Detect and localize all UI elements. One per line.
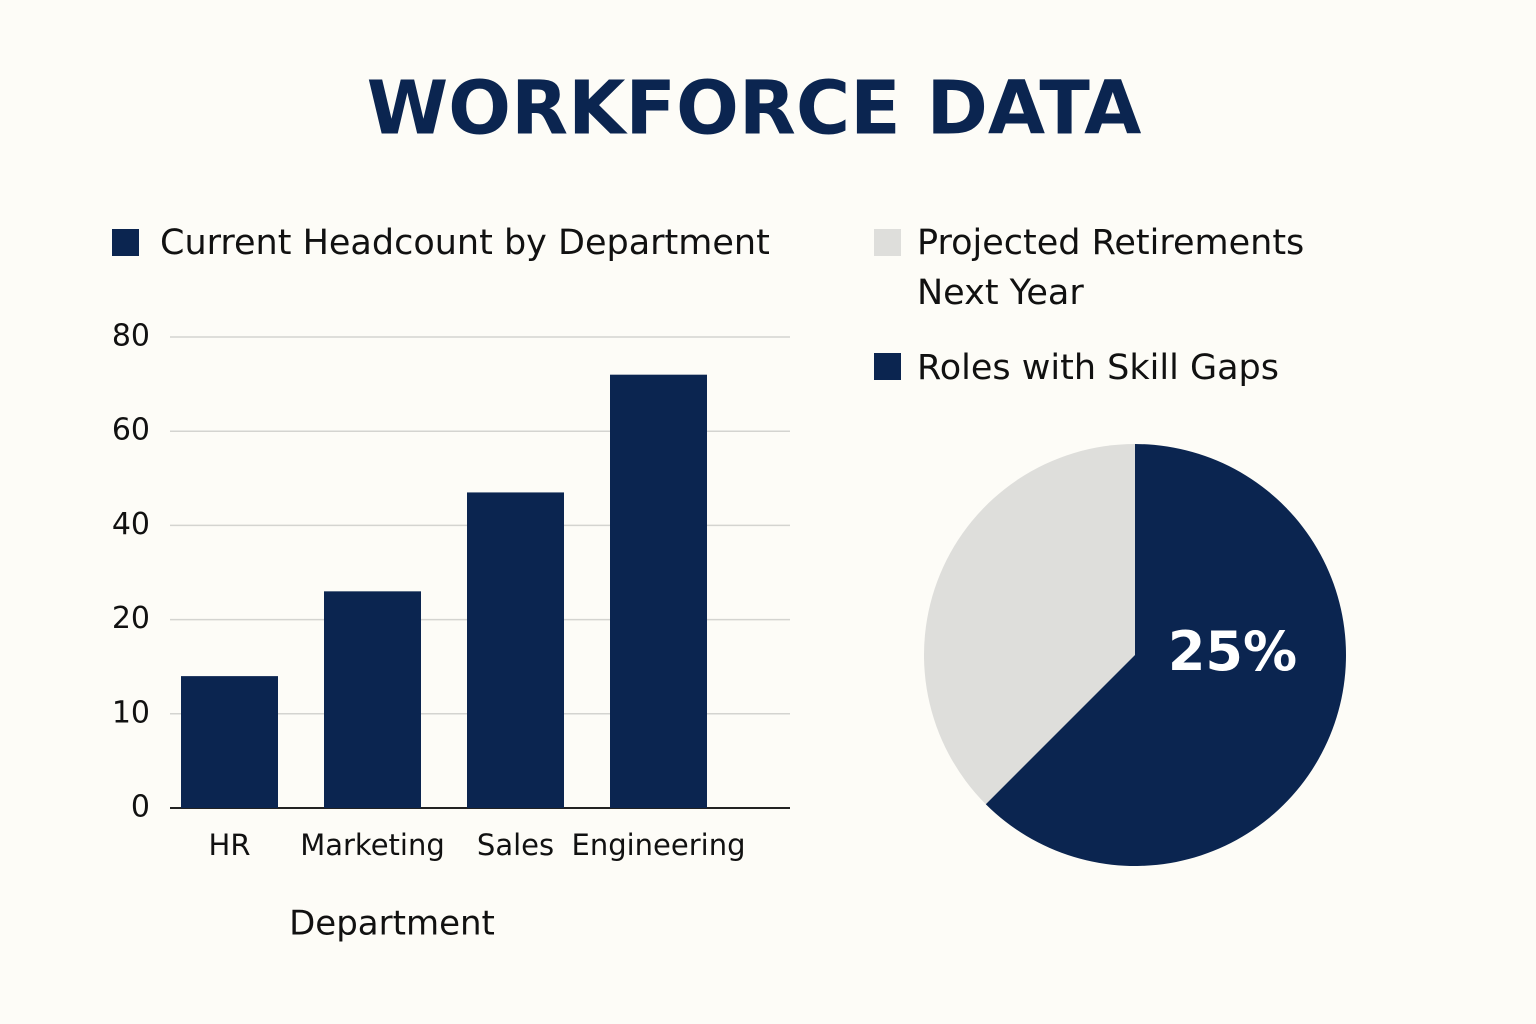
legend-label: Roles with Skill Gaps	[917, 348, 1279, 388]
legend-swatch	[112, 229, 139, 256]
x-tick-label: Marketing	[300, 828, 445, 862]
y-tick-label: 0	[131, 790, 150, 825]
pie-value-label: 25%	[1168, 620, 1297, 683]
legend-swatch	[874, 229, 901, 256]
x-tick-label: HR	[209, 828, 251, 862]
x-tick-label: Engineering	[572, 828, 746, 862]
bar	[181, 676, 278, 808]
x-axis-label: Department	[289, 904, 495, 944]
y-tick-label: 40	[112, 507, 150, 542]
bar	[610, 374, 707, 808]
page-title: WORKFORCE DATA	[367, 66, 1142, 152]
legend-label: Current Headcount by Department	[160, 223, 770, 263]
y-tick-label: 10	[112, 695, 150, 730]
legend-label: Projected Retirements Next Year	[917, 223, 1305, 313]
y-tick-label: 20	[112, 601, 150, 636]
x-tick-label: Sales	[477, 828, 554, 862]
y-tick-label: 60	[112, 413, 150, 448]
bar	[324, 591, 421, 808]
pie-slice	[924, 444, 1135, 805]
legend-swatch	[874, 353, 901, 380]
y-tick-label: 80	[112, 319, 150, 354]
bar	[467, 492, 564, 808]
pie-slice	[985, 444, 1347, 866]
